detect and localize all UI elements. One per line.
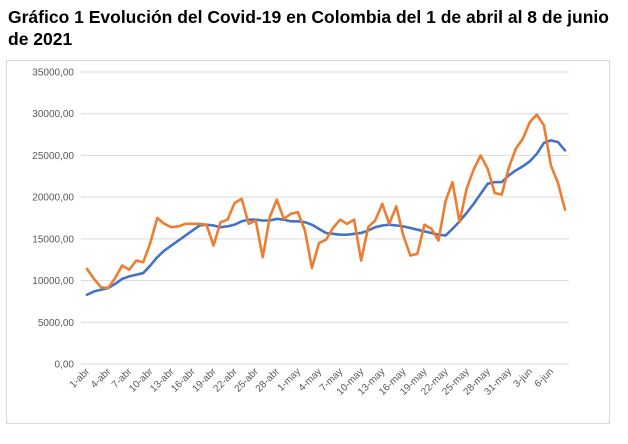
y-axis: 0,00 5000,00 10000,00 15000,00 20000,00 25000… bbox=[32, 68, 74, 371]
y-tick-label: 10000,00 bbox=[32, 276, 74, 287]
gridlines bbox=[81, 71, 569, 365]
x-tick-label: 28-abr bbox=[254, 366, 283, 395]
series-line-2 bbox=[85, 113, 567, 290]
x-axis: 1-abr4-abr7-abr10-abr13-abr16-abr19-abr2… bbox=[68, 366, 556, 398]
series-lines bbox=[85, 113, 567, 297]
x-tick-label: 4-abr bbox=[89, 366, 114, 391]
chart-title: Gráfico 1 Evolución del Covid-19 en Colo… bbox=[8, 7, 609, 49]
y-tick-label: 30000,00 bbox=[32, 109, 74, 120]
x-tick-label: 4-may bbox=[297, 366, 324, 393]
x-tick-label: 6-jun bbox=[533, 366, 557, 390]
y-tick-label: 5000,00 bbox=[38, 318, 75, 329]
y-tick-label: 20000,00 bbox=[32, 193, 74, 204]
y-tick-label: 35000,00 bbox=[32, 68, 74, 79]
y-tick-label: 15000,00 bbox=[32, 234, 74, 245]
x-tick-label: 1-may bbox=[276, 366, 303, 393]
series-line-1 bbox=[85, 139, 567, 297]
y-tick-label: 0,00 bbox=[55, 360, 75, 371]
y-tick-label: 25000,00 bbox=[32, 151, 74, 162]
x-tick-label: 3-jun bbox=[511, 366, 535, 390]
